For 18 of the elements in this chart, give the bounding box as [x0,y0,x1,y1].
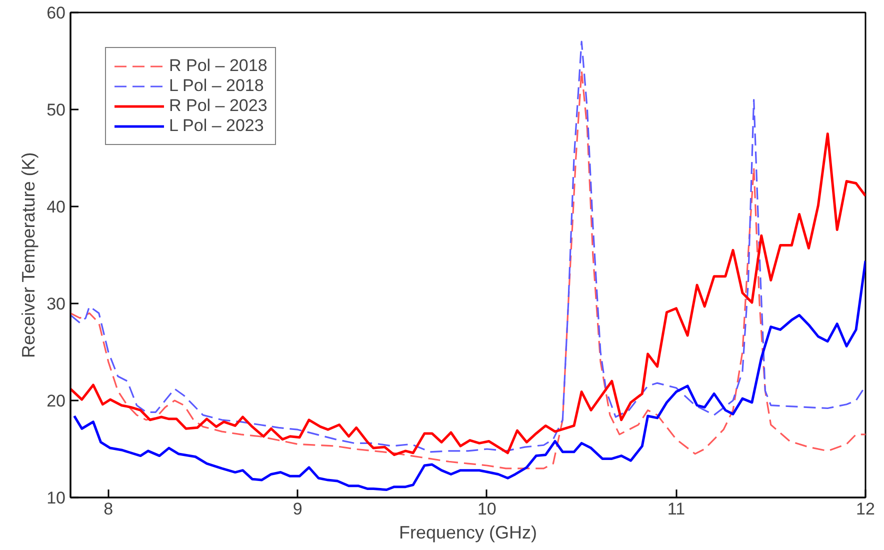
legend-label: R Pol – 2018 [169,56,268,76]
x-axis-title: Frequency (GHz) [398,522,538,542]
line-series [70,132,866,456]
x-tick-label: 12 [856,500,875,518]
y-tick-label: 60 [46,4,66,22]
x-tick-label: 9 [292,500,302,518]
legend-label: L Pol – 2018 [169,76,264,96]
y-tick-label: 40 [46,198,66,216]
y-tick-label: 30 [46,294,66,314]
x-tick-label: 10 [477,500,496,518]
y-tick-label: 50 [46,100,66,120]
legend-label: R Pol – 2023 [169,96,268,116]
legend-label: L Pol – 2023 [169,116,264,136]
y-tick-label: 20 [46,392,66,410]
line-series [73,260,866,491]
x-tick-label: 11 [667,500,686,518]
x-tick-label: 8 [104,500,114,518]
y-axis-title: Receiver Temperature (K) [18,152,39,358]
